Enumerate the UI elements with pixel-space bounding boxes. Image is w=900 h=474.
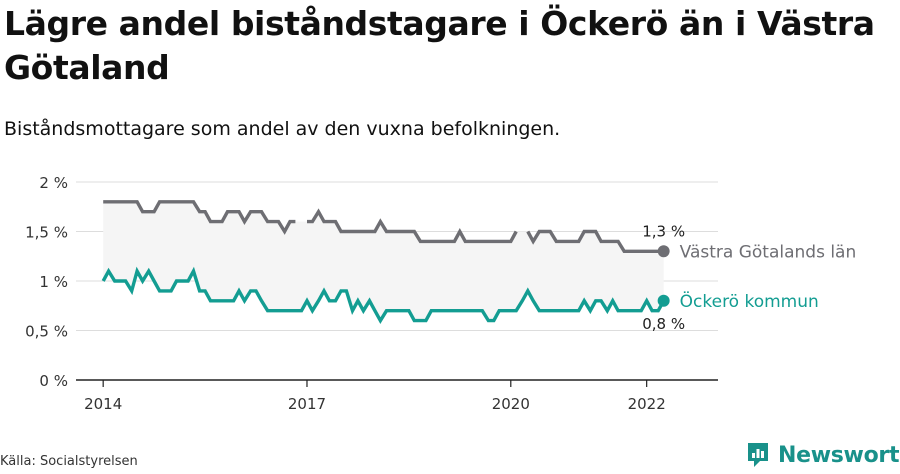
x-axis (76, 379, 718, 387)
y-axis-tick-labels: 0 % 0,5 % 1 % 1,5 % 2 % (25, 174, 68, 390)
series-end-marker-ockero (657, 294, 670, 307)
y-tick-label: 2 % (39, 174, 68, 192)
brand-name: Newsworthy (778, 442, 900, 468)
x-tick-label: 2020 (492, 395, 530, 413)
series-name-label-vg: Västra Götalands län (680, 242, 857, 262)
chart-title: Lägre andel biståndstagare i Öckerö än i… (4, 4, 875, 87)
x-tick-label: 2022 (628, 395, 666, 413)
range-band (103, 201, 664, 321)
series-end-marker-vg (657, 245, 670, 258)
series-name-label-ockero: Öckerö kommun (680, 290, 819, 312)
y-tick-label: 1 % (39, 273, 68, 291)
series-line-vg (307, 208, 518, 244)
y-tick-label: 1,5 % (25, 224, 68, 242)
newsworthy-brand[interactable]: Newsworthy (746, 441, 900, 469)
series-lines (101, 200, 670, 324)
series-line-vg (103, 200, 296, 235)
line-chart: 0 % 0,5 % 1 % 1,5 % 2 % 2014 2017 2020 2022 Väs… (25, 174, 856, 413)
x-tick-label: 2017 (288, 395, 326, 413)
newsworthy-logo-icon (748, 443, 768, 467)
y-tick-label: 0 % (39, 372, 68, 390)
series-line-ockero (101, 266, 666, 324)
chart-subtitle: Biståndsmottagare som andel av den vuxna… (4, 118, 561, 140)
series-value-label-ockero: 0,8 % (642, 315, 685, 333)
x-tick-label: 2014 (84, 395, 122, 413)
series-line-vg (526, 229, 664, 253)
series-end-labels: Västra Götalands län 1,3 % Öckerö kommun 0,… (642, 222, 856, 332)
series-value-label-vg: 1,3 % (642, 222, 685, 240)
x-axis-tick-labels: 2014 2017 2020 2022 (84, 395, 666, 413)
y-tick-label: 0,5 % (25, 323, 68, 341)
source-note: Källa: Socialstyrelsen (0, 454, 138, 469)
